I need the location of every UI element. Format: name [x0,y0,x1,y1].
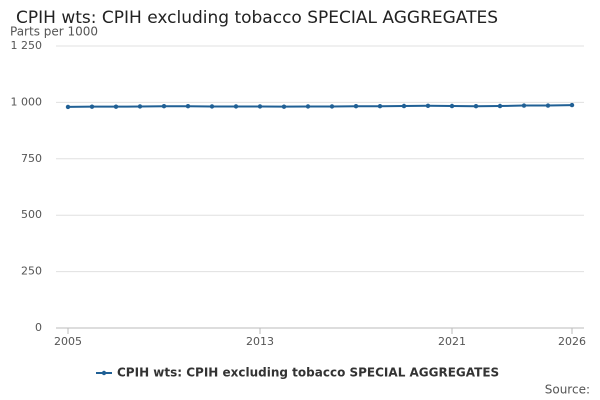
y-tick-label: 500 [21,208,42,221]
point [449,103,455,109]
x-tick-label: 2021 [438,335,466,348]
point [521,103,527,108]
source: Source: [545,383,590,397]
y-tick-label: 750 [21,152,42,165]
point [185,104,191,109]
y-tick-label: 250 [21,265,42,278]
point [65,104,71,110]
x-tick-label: 2013 [246,335,274,348]
point [473,104,479,109]
point [497,103,503,109]
y-axis-label: Parts per 1000 [10,25,98,39]
legend-marker [101,370,107,376]
point [353,104,359,109]
point [161,104,167,109]
point [209,104,215,109]
point [569,102,575,108]
point [305,104,311,109]
point [401,103,407,109]
point [377,104,383,109]
y-tick-label: 0 [35,321,42,334]
point [137,104,143,109]
point [89,104,95,109]
y-tick-label: 1 250 [11,39,43,52]
point [545,103,551,108]
point [113,104,119,109]
point [257,104,263,109]
point [281,104,287,109]
y-tick-label: 1 000 [11,95,43,108]
legend-label: CPIH wts: CPIH excluding tobacco SPECIAL… [117,366,499,380]
point [425,103,431,108]
chart-title: CPIH wts: CPIH excluding tobacco SPECIAL… [16,8,498,28]
series-line [67,104,573,108]
x-tick-label: 2026 [558,335,586,348]
point [233,104,239,109]
x-tick-label: 2005 [54,335,82,348]
point [329,104,335,109]
